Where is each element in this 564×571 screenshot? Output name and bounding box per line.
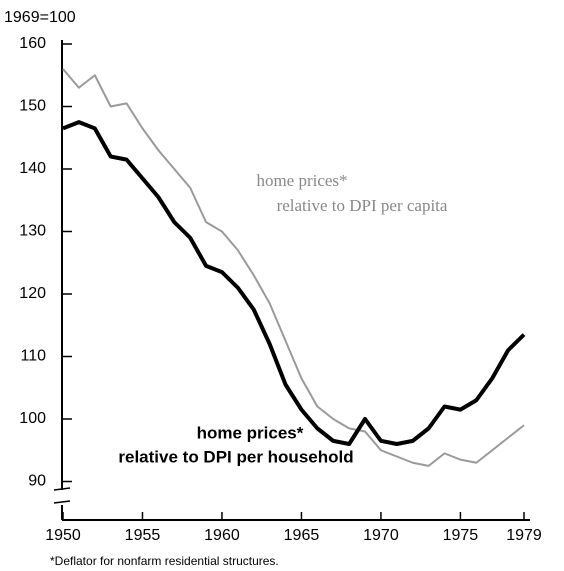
y-tick-label: 130 — [19, 223, 46, 240]
footnote: *Deflator for nonfarm residential struct… — [50, 554, 279, 568]
y-tick-label: 160 — [19, 35, 46, 52]
x-tick-label: 1955 — [125, 527, 161, 544]
x-tick-label: 1965 — [284, 527, 320, 544]
y-tick-label: 120 — [19, 285, 46, 302]
annotation: relative to DPI per household — [118, 447, 353, 466]
x-tick-label: 1950 — [45, 527, 81, 544]
axis-break — [53, 500, 71, 504]
x-tick-label: 1970 — [363, 527, 399, 544]
y-tick-label: 100 — [19, 410, 46, 427]
y-tick-label: 90 — [28, 473, 46, 490]
x-tick-label: 1975 — [443, 527, 479, 544]
y-tick-label: 140 — [19, 160, 46, 177]
annotation: relative to DPI per capita — [277, 196, 448, 215]
x-tick-label: 1979 — [506, 527, 542, 544]
y-tick-label: 150 — [19, 98, 46, 115]
y-tick-label: 110 — [20, 348, 46, 365]
series-line — [62, 120, 526, 446]
axis-break — [53, 487, 71, 491]
y-axis-label: 1969=100 — [4, 9, 76, 26]
series-line — [62, 68, 525, 467]
x-tick-label: 1960 — [204, 527, 240, 544]
annotation: home prices* — [256, 171, 347, 190]
annotation: home prices* — [197, 423, 304, 442]
